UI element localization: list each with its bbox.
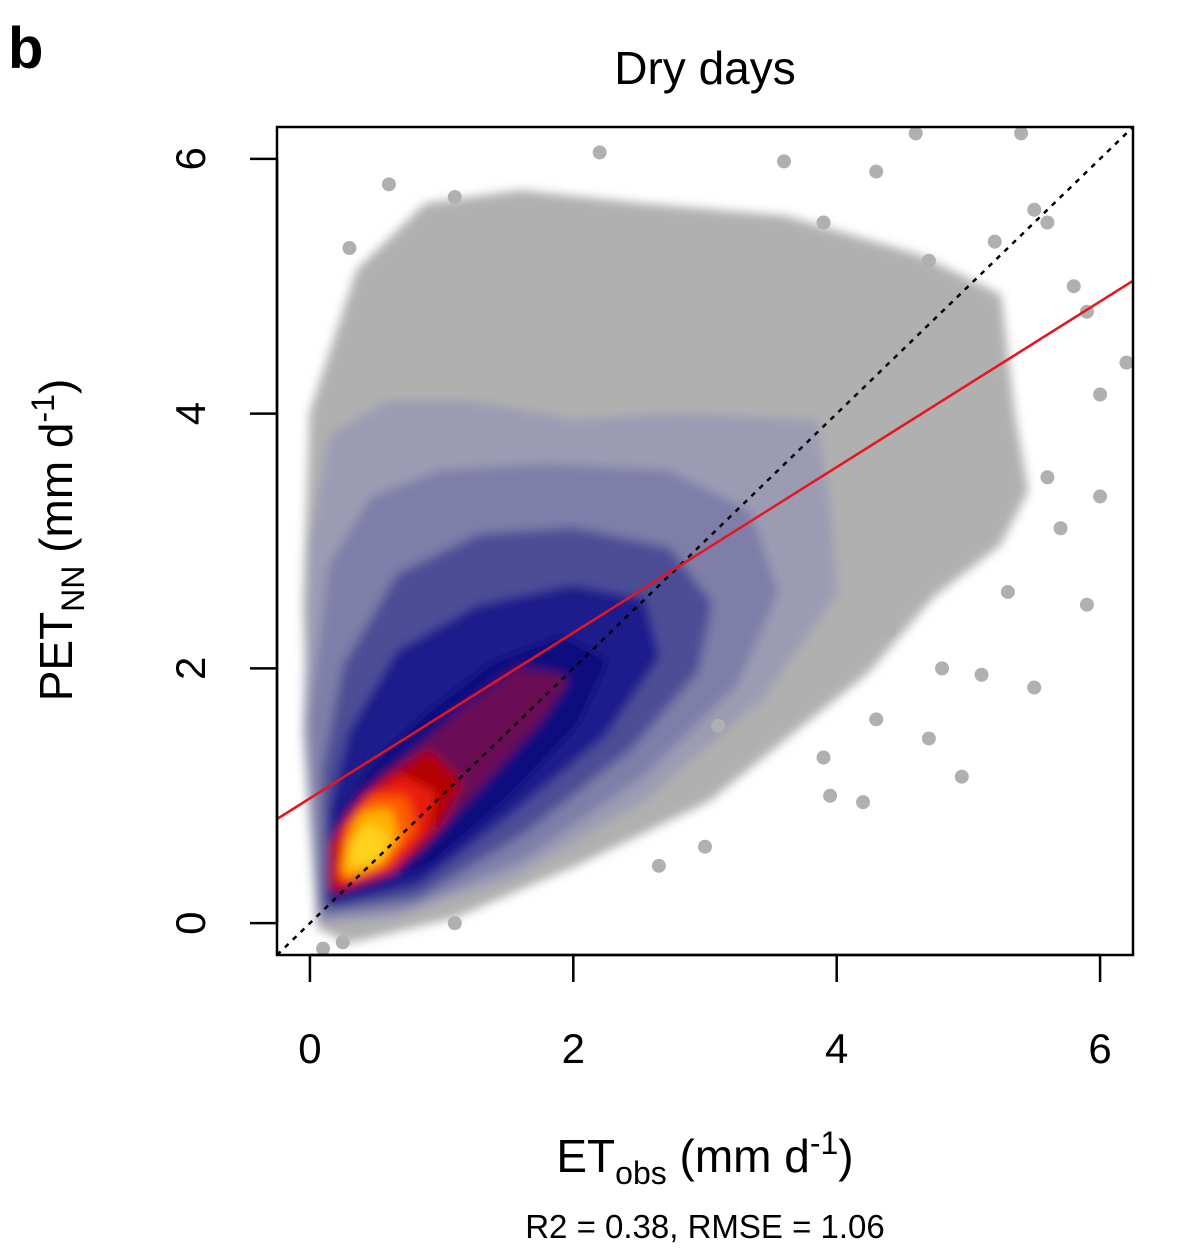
scatter-point bbox=[1014, 127, 1029, 141]
plot-area bbox=[277, 127, 1133, 955]
scatter-point bbox=[698, 839, 712, 854]
scatter-point bbox=[1027, 680, 1042, 695]
x-tick-label: 0 bbox=[298, 1025, 321, 1072]
x-tick-label: 6 bbox=[1088, 1025, 1111, 1072]
y-tick-label: 0 bbox=[167, 911, 214, 934]
scatter-point bbox=[777, 154, 792, 169]
scatter-point bbox=[1000, 584, 1015, 599]
scatter-point bbox=[935, 661, 950, 676]
x-tick-label: 4 bbox=[825, 1025, 848, 1072]
scatter-point bbox=[335, 935, 350, 950]
y-axis: 0 2 4 6 bbox=[167, 147, 279, 935]
scatter-point bbox=[823, 788, 838, 803]
scatter-point bbox=[381, 177, 396, 192]
scatter-point bbox=[1027, 202, 1042, 217]
scatter-point bbox=[974, 667, 989, 682]
scatter-point bbox=[447, 916, 462, 931]
scatter-point bbox=[974, 444, 989, 459]
one-to-one-line bbox=[277, 127, 1133, 955]
scatter-point bbox=[954, 769, 969, 784]
scatter-point bbox=[447, 190, 462, 205]
scatter-point bbox=[592, 145, 607, 160]
scatter-point bbox=[500, 228, 515, 243]
chart-title: Dry days bbox=[614, 42, 795, 94]
scatter-point bbox=[816, 750, 831, 765]
density-cloud bbox=[302, 190, 1029, 943]
scatter-point bbox=[1040, 215, 1055, 230]
regression-line bbox=[277, 279, 1133, 821]
scatter-point bbox=[816, 215, 831, 230]
scatter-point bbox=[1066, 279, 1081, 294]
scatter-point bbox=[882, 623, 897, 638]
scatter-points bbox=[316, 127, 1133, 955]
scatter-point bbox=[1119, 355, 1133, 370]
scatter-point bbox=[921, 731, 936, 746]
scatter-point bbox=[1093, 489, 1108, 504]
scatter-point bbox=[651, 858, 666, 873]
scatter-point bbox=[1093, 387, 1108, 402]
scatter-point bbox=[711, 718, 726, 733]
y-tick-label: 2 bbox=[167, 657, 214, 680]
scatter-point bbox=[1053, 521, 1068, 536]
stats-annotation: R2 = 0.38, RMSE = 1.06 bbox=[525, 1208, 885, 1245]
scatter-point bbox=[1079, 597, 1094, 612]
scatter-point bbox=[1040, 470, 1055, 485]
panel-label: b bbox=[8, 16, 43, 81]
scatter-point bbox=[869, 164, 884, 179]
x-axis: 0 2 4 6 bbox=[298, 953, 1112, 1072]
x-tick-label: 2 bbox=[562, 1025, 585, 1072]
scatter-point bbox=[987, 234, 1002, 249]
scatter-point bbox=[698, 241, 712, 256]
scatter-point bbox=[856, 795, 871, 810]
scatter-point bbox=[908, 127, 923, 141]
scatter-point bbox=[553, 202, 568, 217]
scatter-point bbox=[869, 712, 884, 727]
x-axis-label: ETobs (mm d-1) bbox=[556, 1125, 853, 1191]
density-level-11 bbox=[349, 824, 390, 867]
scatter-point bbox=[921, 253, 936, 268]
scatter-point bbox=[342, 241, 357, 256]
y-tick-label: 4 bbox=[167, 402, 214, 425]
y-tick-label: 6 bbox=[167, 147, 214, 170]
scatter-point bbox=[658, 266, 673, 281]
y-axis-label: PETNN (mm d-1) bbox=[25, 379, 91, 702]
scatter-point bbox=[316, 941, 331, 955]
